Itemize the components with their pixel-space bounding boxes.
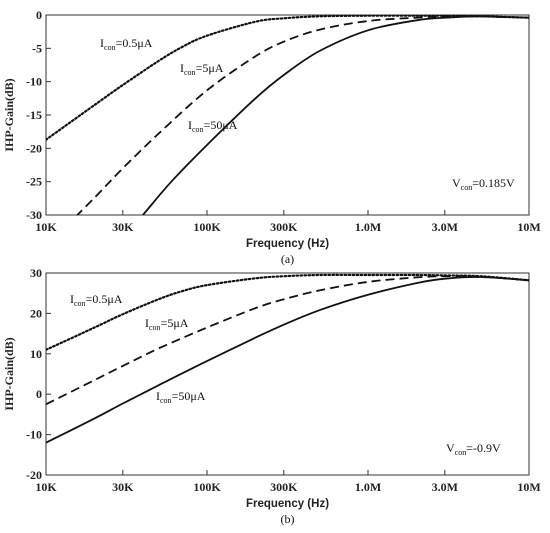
y-tick-label: -15 [26,108,42,122]
y-tick-label: -10 [26,75,42,89]
x-tick-label: 3.0M [432,220,458,234]
series-label: Icon=5μA [145,316,189,332]
x-tick-label: 10K [35,480,57,494]
y-axis-label: IHP-Gain(dB) [2,337,16,410]
series-label: Icon=0.5μA [70,292,123,308]
x-tick-label: 100K [193,480,221,494]
series-line-solid [141,15,529,215]
y-tick-label: 20 [30,306,42,320]
series-label: Icon=0.5μA [100,36,153,52]
x-tick-label: 1.0M [355,480,381,494]
series-line-solid [46,276,529,444]
x-tick-label: 30K [112,220,134,234]
x-axis-label: Frequency (Hz) [246,498,329,510]
y-tick-label: 0 [36,387,42,401]
x-tick-label: 100K [193,220,221,234]
x-tick-label: 10M [517,480,540,494]
y-tick-label: -30 [26,208,42,222]
series-label: Icon=50μA [188,118,238,134]
y-tick-label: -5 [32,41,42,55]
series-label: Icon=50μA [156,389,206,405]
x-tick-label: 300K [270,480,298,494]
x-tick-label: 1.0M [355,220,381,234]
condition-annotation: Vcon=0.185V [452,176,515,192]
series-line-dashed [46,275,529,406]
y-tick-label: 30 [30,266,42,280]
x-axis-label: Frequency (Hz) [246,238,329,250]
panel-caption: (a) [281,252,294,266]
series-line-dotted [46,273,529,351]
y-tick-label: -20 [26,141,42,155]
y-tick-label: -25 [26,175,42,189]
plot-frame [45,272,530,476]
x-tick-label: 300K [270,220,298,234]
y-tick-label: -20 [26,468,42,482]
series-line-dashed [76,15,529,215]
series-line-dotted [46,15,529,141]
x-tick-label: 10K [35,220,57,234]
condition-annotation: Vcon=-0.9V [446,441,501,457]
x-tick-label: 10M [517,220,540,234]
y-tick-label: 0 [36,8,42,22]
y-tick-label: -10 [26,428,42,442]
y-axis-label: IHP-Gain(dB) [2,78,16,151]
x-tick-label: 30K [112,480,134,494]
y-tick-label: 10 [30,347,42,361]
series-label: Icon=5μA [180,61,224,77]
panel-caption: (b) [281,512,295,526]
x-tick-label: 3.0M [432,480,458,494]
